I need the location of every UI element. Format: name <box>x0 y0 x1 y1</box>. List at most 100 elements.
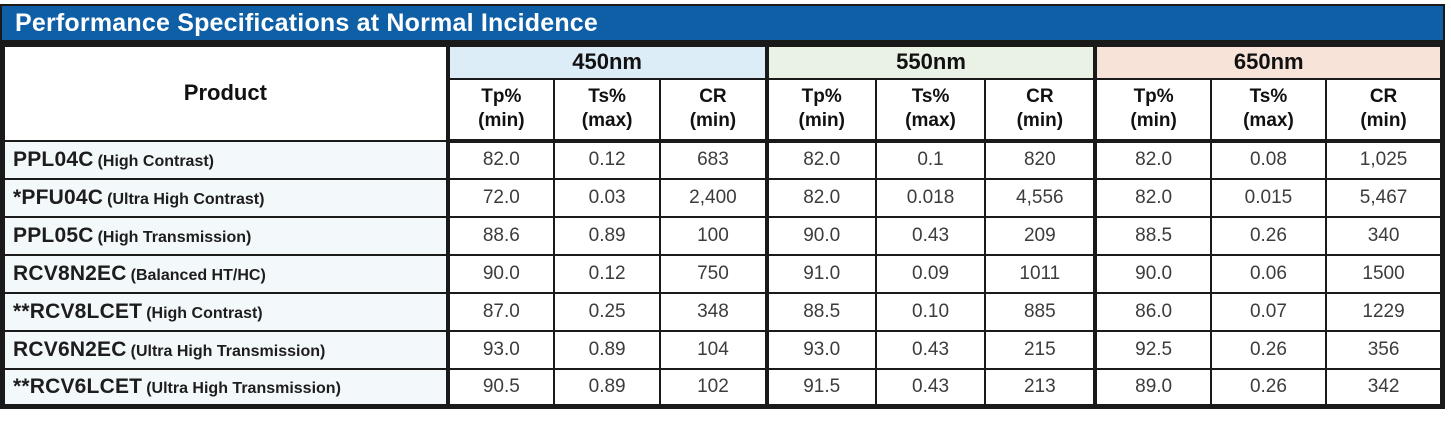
page-title: Performance Specifications at Normal Inc… <box>15 8 599 37</box>
value-cell: 100 <box>659 215 768 256</box>
column-header-450-ts: Ts% (max) <box>552 77 662 143</box>
product-name: RCV8N2EC <box>13 261 127 285</box>
product-type: (High Contrast) <box>146 304 263 322</box>
value-cell: 356 <box>1325 329 1444 370</box>
product-column-header: Product <box>1 43 449 142</box>
value-cell: 91.0 <box>764 253 877 294</box>
value-cell: 102 <box>659 367 768 408</box>
value-cell: 0.12 <box>552 253 662 294</box>
value-cell: 88.5 <box>764 291 877 332</box>
value-cell: 215 <box>984 329 1097 370</box>
value-cell: 0.015 <box>1209 177 1328 218</box>
value-cell: 82.0 <box>764 177 877 218</box>
product-name: **RCV8LCET <box>13 299 143 323</box>
table-row-ppl04c: PPL04C (High Contrast) 82.0 0.12 683 82.0… <box>1 139 1444 180</box>
performance-spec-table: Product 450nm 550nm 650nm Tp% (min) Ts% … <box>0 42 1445 409</box>
value-cell: 0.43 <box>874 367 987 408</box>
value-cell: 0.26 <box>1209 367 1328 408</box>
value-cell: 348 <box>659 291 768 332</box>
column-header-450-tp: Tp% (min) <box>445 77 556 143</box>
wavelength-header-550nm: 550nm <box>764 43 1097 80</box>
value-cell: 820 <box>984 139 1097 180</box>
value-cell: 87.0 <box>445 291 556 332</box>
value-cell: 1,025 <box>1325 139 1444 180</box>
value-cell: 92.5 <box>1093 329 1212 370</box>
value-cell: 90.0 <box>764 215 877 256</box>
value-cell: 0.07 <box>1209 291 1328 332</box>
value-cell: 683 <box>659 139 768 180</box>
value-cell: 1229 <box>1325 291 1444 332</box>
value-cell: 93.0 <box>445 329 556 370</box>
value-cell: 0.06 <box>1209 253 1328 294</box>
value-cell: 5,467 <box>1325 177 1444 218</box>
product-name: PPL04C <box>13 147 94 171</box>
value-cell: 0.1 <box>874 139 987 180</box>
value-cell: 0.43 <box>874 215 987 256</box>
table-row-rcv8n2ec: RCV8N2EC (Balanced HT/HC) 90.0 0.12 750 9… <box>1 253 1444 294</box>
title-bar: Performance Specifications at Normal Inc… <box>0 4 1445 42</box>
value-cell: 72.0 <box>445 177 556 218</box>
value-cell: 82.0 <box>1093 139 1212 180</box>
value-cell: 0.09 <box>874 253 987 294</box>
value-cell: 0.26 <box>1209 329 1328 370</box>
value-cell: 342 <box>1325 367 1444 408</box>
table-row-rcv6lcet: **RCV6LCET (Ultra High Transmission) 90.5… <box>1 367 1444 408</box>
value-cell: 90.5 <box>445 367 556 408</box>
value-cell: 1500 <box>1325 253 1444 294</box>
value-cell: 0.10 <box>874 291 987 332</box>
column-header-550-ts: Ts% (max) <box>874 77 987 143</box>
product-type: (Ultra High Transmission) <box>146 379 341 397</box>
product-name: *PFU04C <box>13 185 104 209</box>
value-cell: 82.0 <box>1093 177 1212 218</box>
value-cell: 2,400 <box>659 177 768 218</box>
table-row-rcv6n2ec: RCV6N2EC (Ultra High Transmission) 93.0 0… <box>1 329 1444 370</box>
sub-header-row: Tp% (min) Ts% (max) CR (min) Tp% (min) T… <box>3 77 1444 143</box>
value-cell: 0.018 <box>874 177 987 218</box>
product-cell: *PFU04C (Ultra High Contrast) <box>1 177 449 218</box>
product-name: **RCV6LCET <box>13 374 143 398</box>
value-cell: 213 <box>984 367 1097 408</box>
value-cell: 750 <box>659 253 768 294</box>
column-header-650-cr: CR (min) <box>1325 77 1444 143</box>
value-cell: 885 <box>984 291 1097 332</box>
product-name: RCV6N2EC <box>13 337 127 361</box>
wavelength-header-450nm: 450nm <box>445 43 768 80</box>
product-cell: RCV8N2EC (Balanced HT/HC) <box>1 253 449 294</box>
value-cell: 86.0 <box>1093 291 1212 332</box>
table-row-rcv8lcet: **RCV8LCET (High Contrast) 87.0 0.25 348 … <box>1 291 1444 332</box>
product-type: (Ultra High Transmission) <box>130 342 326 360</box>
value-cell: 104 <box>659 329 768 370</box>
product-name: PPL05C <box>13 223 94 247</box>
product-type: (Balanced HT/HC) <box>130 266 266 284</box>
column-header-550-cr: CR (min) <box>984 77 1097 143</box>
value-cell: 0.89 <box>552 329 662 370</box>
value-cell: 82.0 <box>764 139 877 180</box>
product-cell: RCV6N2EC (Ultra High Transmission) <box>1 329 449 370</box>
value-cell: 1011 <box>984 253 1097 294</box>
value-cell: 91.5 <box>764 367 877 408</box>
column-header-450-cr: CR (min) <box>659 77 768 143</box>
product-type: (High Transmission) <box>97 228 252 246</box>
product-cell: PPL05C (High Transmission) <box>1 215 449 256</box>
column-header-550-tp: Tp% (min) <box>764 77 877 143</box>
table-row-ppl05c: PPL05C (High Transmission) 88.6 0.89 100 … <box>1 215 1444 256</box>
value-cell: 0.12 <box>552 139 662 180</box>
value-cell: 340 <box>1325 215 1444 256</box>
value-cell: 4,556 <box>984 177 1097 218</box>
column-header-650-ts: Ts% (max) <box>1209 77 1328 143</box>
value-cell: 90.0 <box>1093 253 1212 294</box>
product-cell: PPL04C (High Contrast) <box>1 139 449 180</box>
value-cell: 0.89 <box>552 215 662 256</box>
product-cell: **RCV8LCET (High Contrast) <box>1 291 449 332</box>
product-type: (Ultra High Contrast) <box>107 190 265 208</box>
value-cell: 88.5 <box>1093 215 1212 256</box>
value-cell: 209 <box>984 215 1097 256</box>
table-row-pfu04c: *PFU04C (Ultra High Contrast) 72.0 0.03 2… <box>1 177 1444 218</box>
value-cell: 0.25 <box>552 291 662 332</box>
value-cell: 89.0 <box>1093 367 1212 408</box>
value-cell: 88.6 <box>445 215 556 256</box>
value-cell: 82.0 <box>445 139 556 180</box>
wavelength-band-row: Product 450nm 550nm 650nm <box>1 43 1444 142</box>
value-cell: 0.08 <box>1209 139 1328 180</box>
value-cell: 0.26 <box>1209 215 1328 256</box>
